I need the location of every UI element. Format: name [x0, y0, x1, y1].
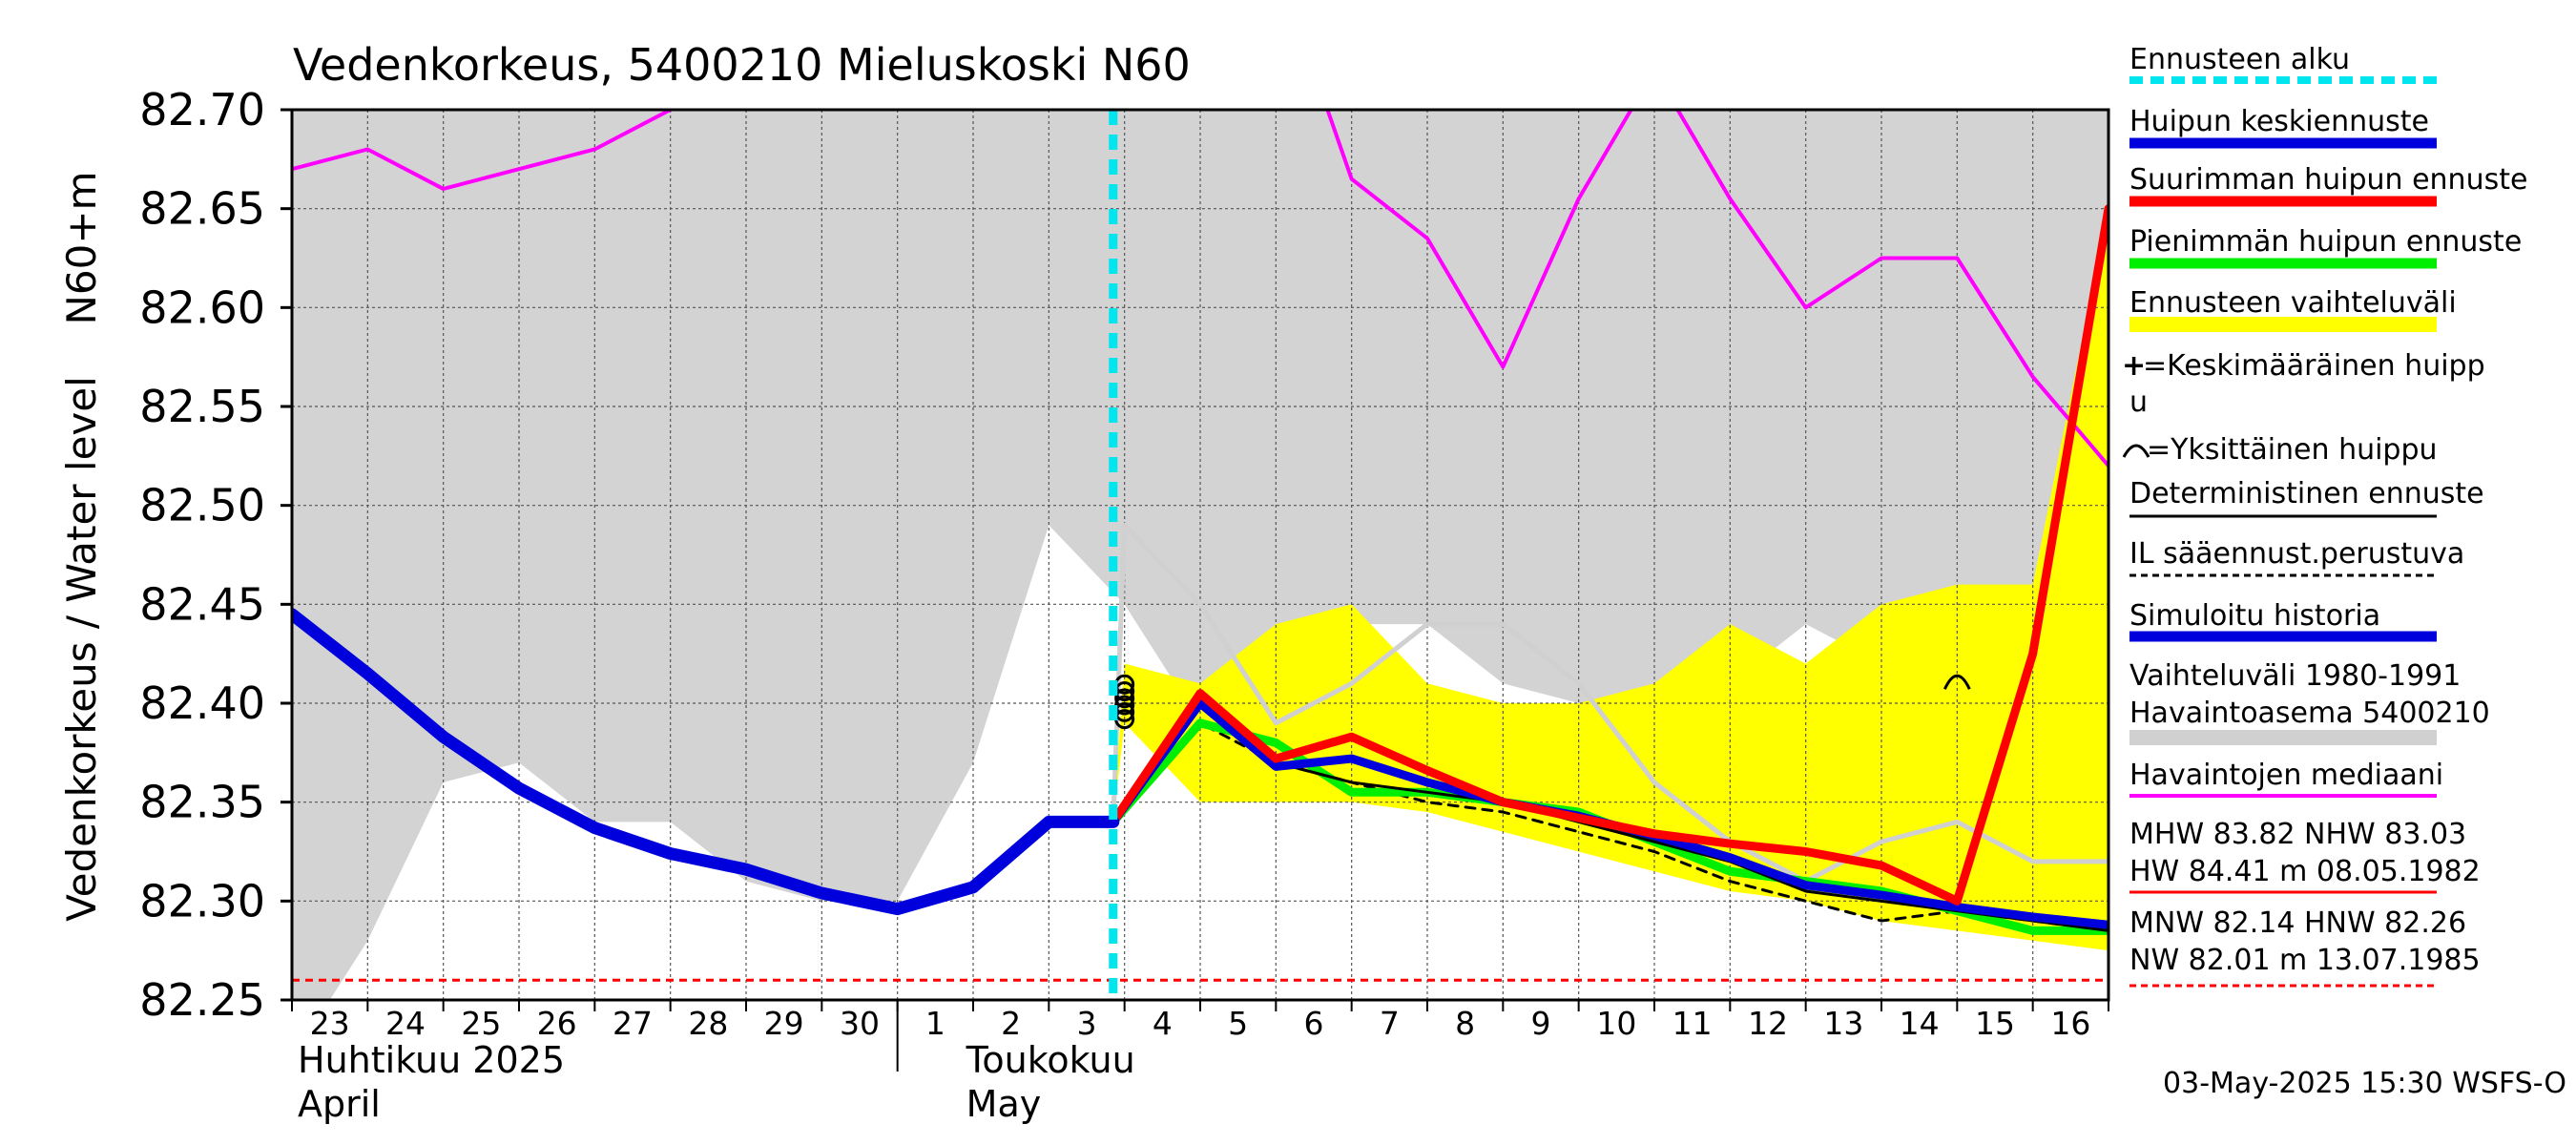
- chart-title: Vedenkorkeus, 5400210 Mieluskoski N60: [293, 39, 1191, 91]
- x-tick-label: 11: [1672, 1005, 1713, 1042]
- x-tick-label: 4: [1153, 1005, 1173, 1042]
- x-tick-label: 25: [461, 1005, 501, 1042]
- legend-label: HW 84.41 m 08.05.1982: [2129, 855, 2481, 888]
- history-range-band: [292, 110, 2109, 1000]
- x-tick-label: 27: [613, 1005, 653, 1042]
- series-line: [1111, 522, 2109, 885]
- arc-icon: [2122, 444, 2150, 458]
- x-tick-label: 5: [1228, 1005, 1248, 1042]
- legend-label: =Yksittäinen huippu: [2147, 433, 2438, 467]
- x-tick-label: 1: [925, 1005, 945, 1042]
- x-tick-label: 15: [1975, 1005, 2015, 1042]
- y-tick-label: 82.40: [139, 677, 265, 729]
- legend-swatch: [2129, 730, 2437, 745]
- y-tick-label: 82.50: [139, 480, 265, 531]
- x-tick-label: 30: [840, 1005, 880, 1042]
- x-tick-label: 28: [688, 1005, 728, 1042]
- series-line: [292, 110, 2109, 468]
- legend-label: u: [2129, 385, 2148, 419]
- legend-label: MNW 82.14 HNW 82.26: [2129, 906, 2466, 940]
- x-tick-label: 24: [385, 1005, 426, 1042]
- x-tick-label: 23: [310, 1005, 350, 1042]
- legend-label: Deterministinen ennuste: [2129, 477, 2484, 510]
- x-tick-label: 8: [1455, 1005, 1475, 1042]
- legend-label: =Keskimääräinen huipp: [2143, 349, 2485, 383]
- y-tick-label: 82.55: [139, 381, 265, 432]
- legend-label: NW 82.01 m 13.07.1985: [2129, 944, 2481, 977]
- x-tick-label: 9: [1531, 1005, 1551, 1042]
- plus-icon: +: [2122, 349, 2146, 383]
- y-tick-label: 82.70: [139, 84, 265, 135]
- plot-content: [292, 110, 2109, 1000]
- legend-label: MHW 83.82 NHW 83.03: [2129, 818, 2466, 851]
- x-tick-label: 10: [1596, 1005, 1636, 1042]
- y-tick-label: 82.25: [139, 974, 265, 1026]
- legend-swatch: [2129, 317, 2437, 332]
- peak-marker: [1114, 688, 1135, 709]
- x-tick-label: 6: [1304, 1005, 1324, 1042]
- single-peak-marker: [1942, 674, 1971, 690]
- x-tick-label: 14: [1900, 1005, 1940, 1042]
- legend-label: Ennusteen vaihteluväli: [2129, 286, 2457, 320]
- x-tick-label: 29: [764, 1005, 804, 1042]
- legend-label: Vaihteluväli 1980-1991: [2129, 659, 2461, 693]
- axes: 82.70 82.65 82.60 82.55 82.50 82.45 82.40 82.35…: [139, 84, 2110, 1125]
- legend: Ennusteen alku Huipun keskiennuste Suurimm…: [2122, 43, 2527, 988]
- x-tick-label: 16: [2050, 1005, 2090, 1042]
- legend-label: Ennusteen alku: [2129, 43, 2350, 76]
- y-tick-label: 82.65: [139, 183, 265, 235]
- legend-label: Simuloitu historia: [2129, 599, 2380, 633]
- series-line: [1109, 204, 2109, 906]
- y-tick-label: 82.45: [139, 578, 265, 630]
- legend-label: Havaintoasema 5400210: [2129, 697, 2490, 730]
- y-axis-label: Vedenkorkeus / Water level: [58, 376, 105, 922]
- month-label: Toukokuu: [966, 1039, 1135, 1081]
- legend-label: Suurimman huipun ennuste: [2129, 163, 2527, 197]
- y-axis-unit-label: N60+m: [58, 172, 105, 325]
- x-tick-label: 7: [1380, 1005, 1400, 1042]
- month-label: Huhtikuu 2025: [298, 1039, 565, 1081]
- plot-area: [292, 110, 2109, 1000]
- timestamp: 03-May-2025 15:30 WSFS-O: [2163, 1067, 2566, 1100]
- series-line: [292, 608, 1120, 916]
- x-tick-label: 2: [1001, 1005, 1021, 1042]
- x-tick-label: 26: [537, 1005, 577, 1042]
- y-tick-label: 82.60: [139, 281, 265, 333]
- legend-label: IL sääennust.perustuva: [2129, 537, 2464, 571]
- x-tick-label: 12: [1748, 1005, 1788, 1042]
- legend-label: Havaintojen mediaani: [2129, 759, 2443, 792]
- legend-label: Huipun keskiennuste: [2129, 105, 2429, 138]
- y-tick-label: 82.35: [139, 777, 265, 828]
- month-label-en: May: [966, 1083, 1042, 1125]
- x-tick-label: 13: [1823, 1005, 1863, 1042]
- x-tick-label: 3: [1077, 1005, 1097, 1042]
- legend-label: Pienimmän huipun ennuste: [2129, 225, 2522, 259]
- month-label-en: April: [298, 1083, 381, 1125]
- y-tick-label: 82.30: [139, 875, 265, 926]
